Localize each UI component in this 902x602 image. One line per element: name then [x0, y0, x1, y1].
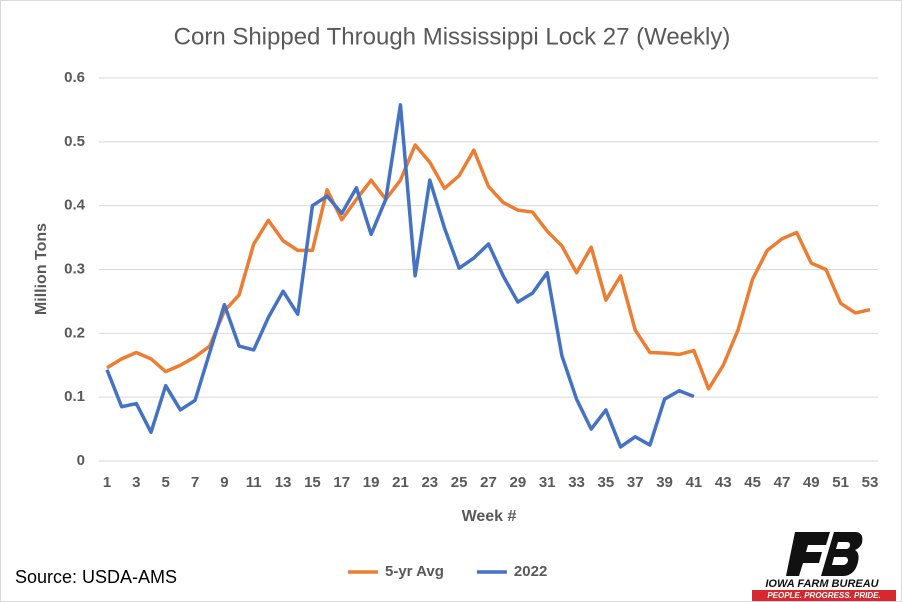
x-tick-label: 33: [568, 474, 585, 491]
x-tick-label: 21: [392, 474, 409, 491]
x-tick-label: 27: [480, 474, 497, 491]
series-line: [106, 143, 871, 391]
x-tick-label: 37: [627, 474, 644, 491]
x-tick-label: 29: [510, 474, 527, 491]
logo-name: IOWA FARM BUREAU: [765, 578, 879, 590]
x-tick-label: 43: [715, 474, 732, 491]
x-tick-label: 3: [132, 474, 140, 491]
x-tick-label: 9: [220, 474, 228, 491]
x-tick-label: 25: [451, 474, 468, 491]
x-tick-label: 7: [191, 474, 199, 491]
y-tick-label: 0.2: [64, 324, 85, 341]
legend-label: 5-yr Avg: [385, 563, 444, 580]
x-tick-label: 47: [774, 474, 791, 491]
x-tick-label: 13: [275, 474, 292, 491]
legend-label: 2022: [514, 563, 547, 580]
x-tick-label: 35: [598, 474, 615, 491]
x-tick-label: 49: [803, 474, 820, 491]
x-tick-label: 41: [686, 474, 703, 491]
logo-f: [786, 532, 830, 576]
x-axis-label: Week #: [462, 508, 517, 525]
y-axis-label: Million Tons: [33, 223, 50, 315]
chart-title: Corn Shipped Through Mississippi Lock 27…: [174, 23, 731, 50]
x-tick-label: 15: [304, 474, 321, 491]
x-tick-label: 19: [363, 474, 380, 491]
x-tick-label: 53: [862, 474, 879, 491]
x-tick-label: 51: [832, 474, 849, 491]
x-tick-label: 45: [744, 474, 761, 491]
x-tick-label: 31: [539, 474, 556, 491]
logo: IOWA FARM BUREAU PEOPLE. PROGRESS. PRIDE…: [752, 532, 896, 601]
x-tick-label: 23: [421, 474, 438, 491]
y-tick-label: 0: [77, 452, 85, 469]
y-tick-label: 0.3: [64, 260, 85, 277]
logo-b: [821, 532, 863, 576]
y-tick-label: 0.1: [64, 388, 85, 405]
source-note: Source: USDA-AMS: [15, 567, 177, 587]
y-tick-label: 0.6: [64, 69, 85, 86]
x-tick-label: 17: [333, 474, 350, 491]
x-tick-label: 1: [103, 474, 111, 491]
x-tick-label: 5: [162, 474, 170, 491]
series-line: [105, 103, 695, 449]
y-tick-label: 0.4: [64, 197, 86, 214]
y-tick-label: 0.5: [64, 133, 85, 150]
x-tick-label: 11: [246, 474, 262, 491]
x-tick-label: 39: [656, 474, 673, 491]
logo-tagline: PEOPLE. PROGRESS. PRIDE.: [767, 591, 880, 600]
logo-bar: [752, 590, 896, 601]
